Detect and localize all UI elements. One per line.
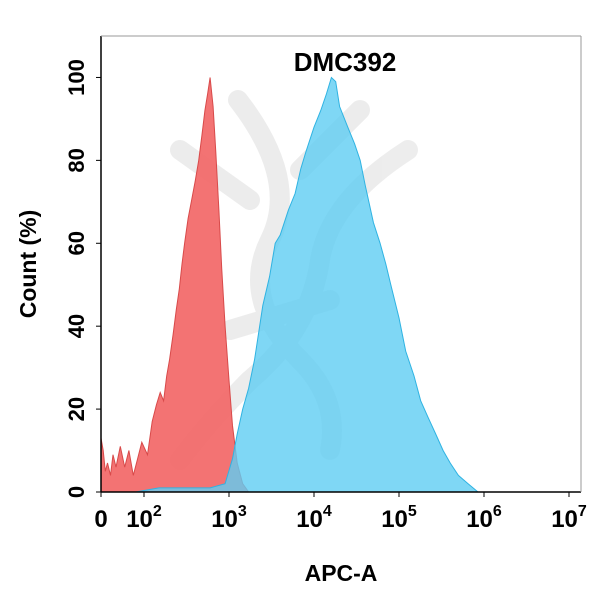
x-tick-label: 106 (466, 503, 502, 533)
x-tick-label: 103 (211, 503, 247, 533)
x-tick-label: 0 (94, 506, 107, 533)
y-tick-label: 60 (64, 231, 89, 255)
y-axis-title: Count (%) (15, 210, 41, 319)
x-tick-label: 105 (381, 503, 417, 533)
y-tick-label: 100 (64, 59, 89, 96)
x-tick-label: 107 (551, 503, 587, 533)
y-tick-label: 0 (64, 486, 89, 498)
y-tick-labels: 0 20 40 60 80 100 (64, 59, 101, 498)
red-histogram-area (100, 77, 250, 493)
y-tick-label: 40 (64, 314, 89, 338)
histogram-series (100, 76, 479, 493)
y-tick-label: 80 (64, 148, 89, 172)
blue-histogram-area (135, 76, 479, 493)
x-tick-label: 102 (126, 503, 162, 533)
x-tick-label: 104 (296, 503, 332, 533)
x-axis-title: APC-A (305, 560, 378, 586)
chart-title: DMC392 (294, 47, 397, 77)
x-tick-labels: 0102103104105106107108 (94, 492, 587, 533)
y-tick-label: 20 (64, 397, 89, 421)
